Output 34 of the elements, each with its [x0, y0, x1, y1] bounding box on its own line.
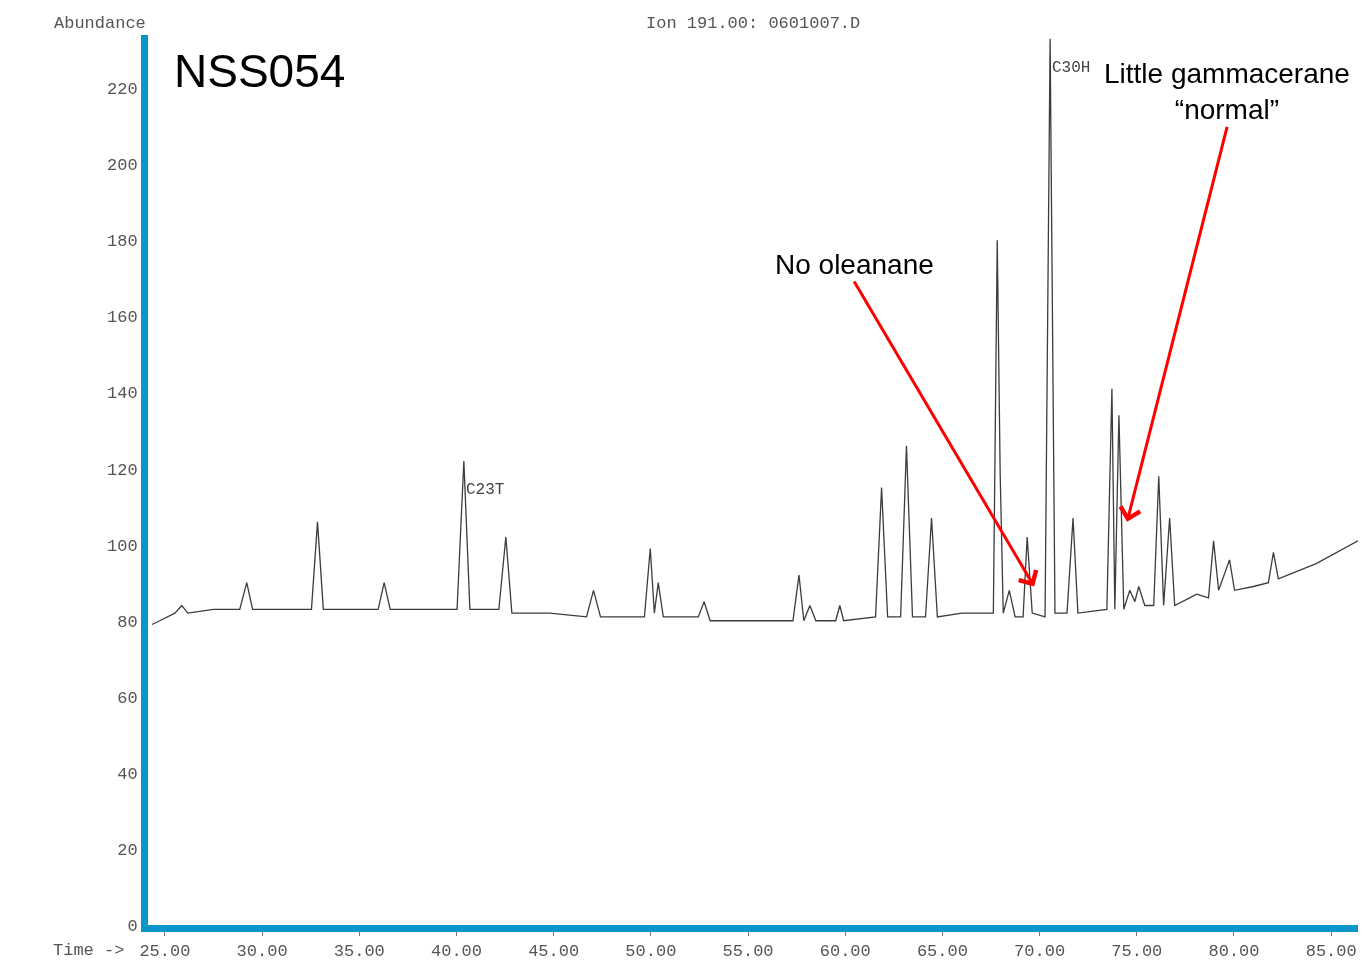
- y-tick-label: 100: [106, 536, 138, 556]
- y-tick-label: 160: [106, 308, 138, 328]
- x-tick-label: 85.00: [1305, 942, 1357, 962]
- y-tick-label: 0: [127, 916, 138, 936]
- y-tick-label: 120: [106, 460, 138, 480]
- y-tick-label: 180: [106, 232, 138, 252]
- x-tick-label: 60.00: [819, 942, 871, 962]
- y-tick-label: 220: [106, 80, 138, 100]
- chart-title: NSS054: [174, 45, 346, 97]
- y-tick-label: 20: [117, 840, 138, 860]
- x-tick-label: 45.00: [528, 942, 580, 962]
- annotation: C30H: [1052, 59, 1091, 77]
- line-series: [151, 38, 1358, 626]
- annotation: No oleanane: [775, 249, 934, 280]
- y-tick-label: 140: [106, 384, 138, 404]
- x-tick-label: 80.00: [1208, 942, 1260, 962]
- x-tick-label: 70.00: [1014, 942, 1066, 962]
- y-tick-label: 60: [117, 688, 138, 708]
- annotation: C23T: [466, 481, 505, 499]
- annotation: Little gammacerane “normal”: [1104, 58, 1350, 126]
- y-axis-title: Abundance: [54, 14, 146, 33]
- x-tick-label: 35.00: [333, 942, 385, 962]
- x-tick-label: 40.00: [430, 942, 482, 962]
- y-tick-label: 80: [117, 612, 138, 632]
- x-tick-label: 55.00: [722, 942, 774, 962]
- y-tick-label: 200: [106, 156, 138, 176]
- x-tick-label: 25.00: [139, 942, 191, 962]
- x-tick-label: 65.00: [916, 942, 968, 962]
- y-tick-label: 40: [117, 764, 138, 784]
- x-axis-title: Time ->: [53, 941, 125, 960]
- x-tick-label: 75.00: [1111, 942, 1163, 962]
- x-tick-label: 30.00: [236, 942, 288, 962]
- x-tick-label: 50.00: [625, 942, 677, 962]
- chart-subtitle: Ion 191.00: 0601007.D: [646, 14, 861, 33]
